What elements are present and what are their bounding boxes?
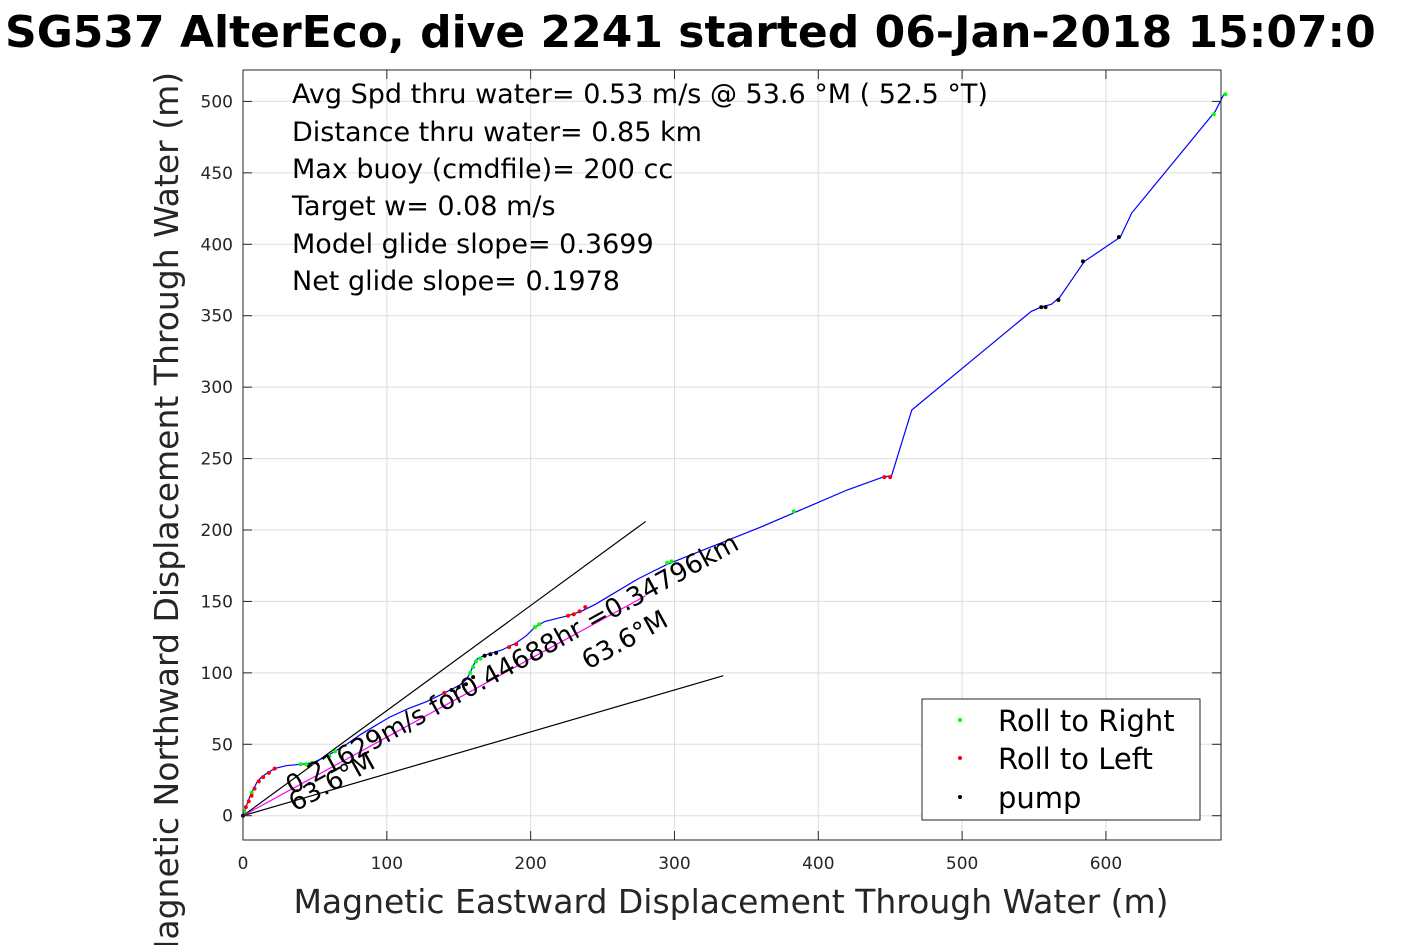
pump-point [471,675,476,680]
y-tick-label: 300 [201,378,233,398]
y-tick-label: 250 [201,450,233,470]
glide-slope-line [242,675,724,817]
pump-point [1043,305,1048,310]
roll-right-point [249,790,254,795]
y-tick-label: 500 [201,92,233,112]
roll-left-point [272,766,277,771]
roll-right-point [468,670,473,675]
roll-left-point [256,779,261,784]
roll-right-point [1211,112,1216,117]
legend-label-roll-left: Roll to Left [998,742,1153,776]
reference-lines [242,520,724,817]
pump-point [488,652,493,657]
data-points [241,92,1228,818]
y-tick-label: 400 [201,235,233,255]
legend-marker-pump [958,795,962,799]
pump-point [494,650,499,655]
pump-point [482,653,487,658]
y-axis-label: Magnetic Northward Displacement Through … [147,72,186,945]
x-tick-label: 500 [946,854,978,874]
x-tick-label: 200 [514,854,546,874]
x-axis-label: Magnetic Eastward Displacement Through W… [293,882,1168,921]
y-tick-label: 200 [201,521,233,541]
legend-box [921,698,1201,821]
pump-point [1056,298,1061,302]
roll-right-point [471,665,476,670]
dive-track [242,94,1225,816]
roll-right-point [310,760,315,765]
pump-point [456,685,461,690]
roll-left-point [583,605,588,610]
roll-left-point [266,770,271,775]
legend-marker-roll-right [958,718,962,722]
glide-slope-line [242,520,647,817]
roll-right-point [473,659,478,664]
pump-point [1039,305,1044,310]
dive-track-line [242,94,1225,816]
roll-right-point [532,625,537,630]
roll-right-point [327,753,332,758]
roll-right-point [333,749,338,754]
roll-left-point [882,475,887,480]
roll-left-point [566,613,571,618]
roll-left-point [252,786,257,791]
legend: Roll to Right Roll to Left pump [921,698,1201,821]
annotation-block: Avg Spd thru water= 0.53 m/s @ 53.6 °M (… [291,79,988,297]
roll-right-point [665,560,670,565]
legend-marker-roll-left [958,756,962,760]
pump-point [1080,259,1085,264]
legend-label-pump: pump [998,781,1081,815]
legend-label-roll-right: Roll to Right [998,704,1175,738]
x-tick-label: 400 [802,854,834,874]
y-tick-label: 350 [201,307,233,327]
annotation-distance: Distance thru water= 0.85 km [292,117,702,148]
roll-left-point [577,609,582,614]
roll-left-point [243,805,248,810]
roll-right-point [478,656,483,661]
roll-left-point [514,642,519,647]
roll-right-point [1223,92,1228,97]
current-vector-line [242,595,646,817]
roll-right-point [298,762,303,767]
x-tick-label: 600 [1090,854,1122,874]
chart-title: SG537 AlterEco, dive 2241 started 06-Jan… [5,7,1376,58]
x-tick-label: 0 [238,854,249,874]
x-ticks: 0 100 200 300 400 500 600 [238,70,1122,874]
y-tick-label: 150 [201,592,233,612]
y-tick-label: 50 [211,735,233,755]
annotation-max-buoy: Max buoy (cmdfile)= 200 cc [292,154,673,185]
roll-left-point [246,799,251,804]
roll-left-point [249,793,254,798]
pump-point [463,682,468,687]
roll-left-point [571,612,576,617]
y-ticks: 0 50 100 150 200 250 300 350 400 450 500 [201,92,1221,827]
y-tick-label: 0 [222,807,233,827]
roll-left-point [261,775,266,780]
roll-left-point [888,475,893,480]
x-tick-label: 300 [658,854,690,874]
roll-right-point [537,622,542,627]
annotation-target-w: Target w= 0.08 m/s [291,191,556,222]
x-tick-label: 100 [371,854,403,874]
roll-right-point [304,762,309,767]
annotation-avg-speed: Avg Spd thru water= 0.53 m/s @ 53.6 °M (… [292,79,988,110]
pump-point [449,688,454,692]
y-tick-label: 450 [201,164,233,184]
roll-left-point [507,645,512,650]
roll-right-point [669,559,674,564]
roll-right-point [791,509,796,514]
axes-box [242,69,1222,841]
annotation-net-glide: Net glide slope= 0.1978 [292,266,620,297]
roll-left-point [442,690,447,695]
y-tick-label: 100 [201,664,233,684]
annotation-model-glide: Model glide slope= 0.3699 [292,229,654,260]
pump-point [1116,235,1121,240]
